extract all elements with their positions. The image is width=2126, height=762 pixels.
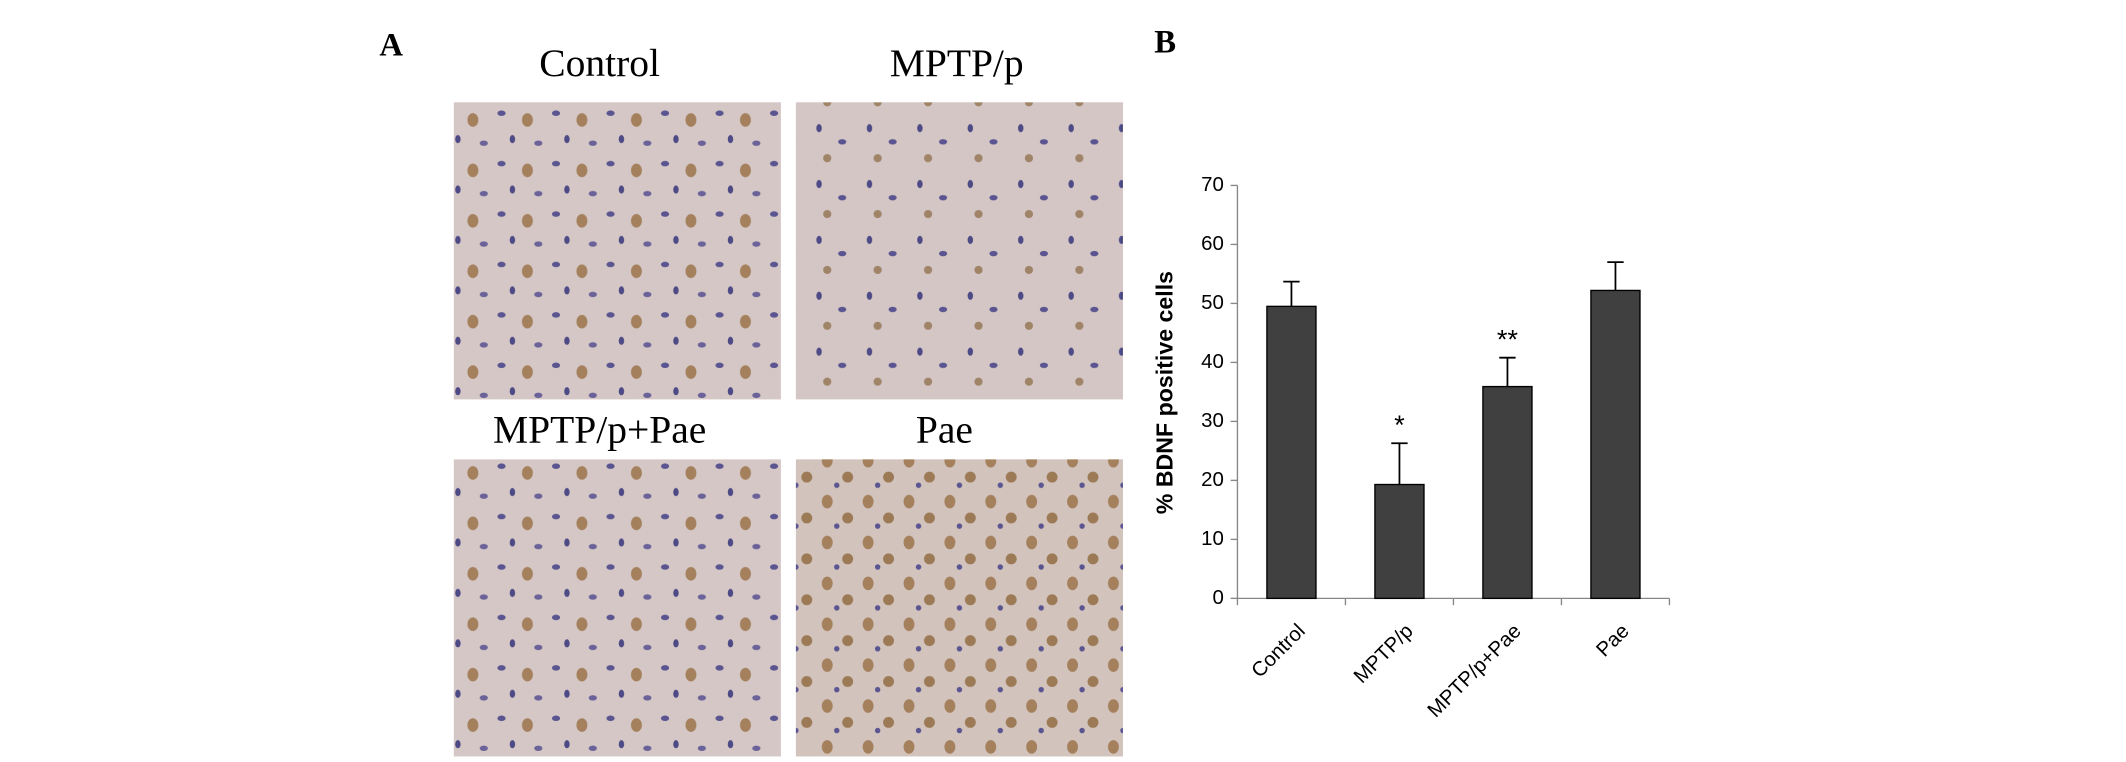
x-tick-label: MPTP/p+Pae	[1423, 619, 1526, 722]
image-title: Pae	[916, 408, 973, 452]
y-tick-label: 70	[1201, 173, 1224, 196]
bar	[1266, 305, 1317, 600]
significance-label: **	[1497, 324, 1519, 355]
y-tick-label: 50	[1201, 291, 1224, 314]
bar	[1374, 483, 1425, 600]
y-axis-label: % BDNF positive cells	[1152, 271, 1178, 514]
bar	[1482, 385, 1533, 600]
y-tick-label: 40	[1201, 350, 1224, 373]
y-tick-label: 0	[1212, 586, 1223, 609]
micrograph	[795, 102, 1123, 400]
y-tick-label: 30	[1201, 409, 1224, 432]
micrograph	[453, 459, 781, 757]
panel-label: A	[379, 27, 403, 63]
panel-label: B	[1154, 25, 1176, 61]
image-title: Control	[539, 41, 660, 85]
y-tick-label: 10	[1201, 527, 1224, 550]
y-tick-label: 20	[1201, 468, 1224, 491]
micrograph	[453, 102, 781, 400]
bar	[1590, 289, 1641, 600]
image-title: MPTP/p	[890, 41, 1024, 85]
x-tick-label: MPTP/p	[1349, 619, 1417, 687]
significance-label: *	[1394, 409, 1405, 440]
x-tick-label: Control	[1247, 619, 1310, 682]
y-tick-label: 60	[1201, 232, 1224, 255]
image-title: MPTP/p+Pae	[493, 408, 706, 452]
micrograph	[795, 459, 1123, 757]
x-tick-label: Pae	[1592, 619, 1634, 661]
